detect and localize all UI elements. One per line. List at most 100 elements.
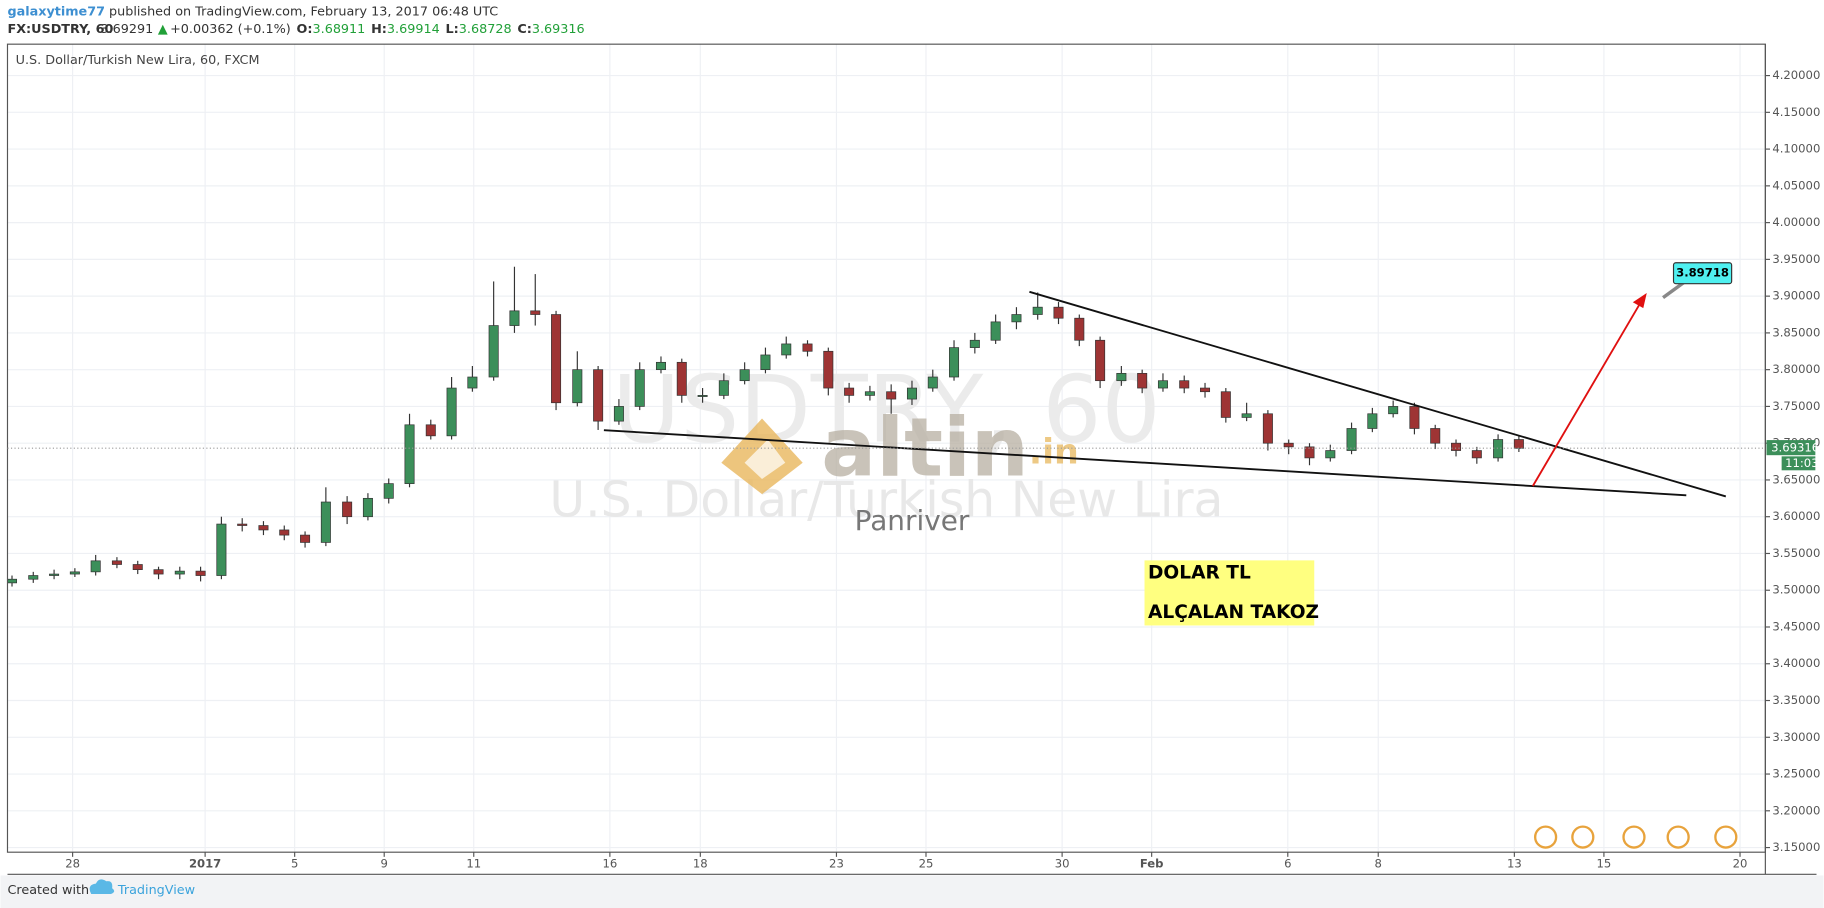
candle-body — [1095, 339, 1106, 382]
event-icon[interactable] — [1666, 825, 1690, 849]
candle-body — [551, 314, 562, 404]
logo-icon-inner — [744, 439, 786, 479]
candle-body — [844, 387, 855, 396]
event-icon[interactable] — [1533, 825, 1558, 849]
candle-body — [927, 376, 938, 389]
x-tick-label: 28 — [65, 856, 80, 870]
callout-box — [1672, 262, 1733, 285]
candle-body — [1116, 372, 1127, 382]
y-tick-label: 3.45000 — [1772, 619, 1820, 633]
y-tick-label: 3.55000 — [1772, 546, 1820, 560]
watermark: USDTRY, 60 U.S. Dollar/Turkish New Lira … — [549, 356, 1223, 537]
x-tick-label: 15 — [1597, 856, 1612, 870]
target-arrow — [1532, 299, 1643, 487]
y-tick-label: 3.95000 — [1772, 252, 1820, 266]
candle-body — [739, 369, 750, 382]
last-price-tag — [1766, 440, 1816, 456]
candle-body — [69, 571, 80, 575]
candle-body — [864, 391, 875, 396]
c-value: 3.69316 — [532, 22, 585, 37]
event-icon[interactable] — [1622, 825, 1646, 849]
candle-body — [216, 523, 227, 576]
event-icons — [1533, 825, 1738, 849]
y-tick-label: 3.85000 — [1772, 325, 1820, 339]
change: +0.00362 (+0.1%) — [170, 22, 291, 37]
x-tick-label: 11 — [466, 856, 481, 870]
last-price-label: 3.69316 — [1771, 441, 1819, 455]
candle-body — [613, 406, 624, 422]
candle-body — [195, 570, 206, 576]
y-tick-label: 3.80000 — [1772, 362, 1820, 376]
candle-body — [132, 564, 143, 570]
symbol-line: FX:USDTRY, 60 — [7, 22, 113, 37]
y-tick-label: 3.75000 — [1772, 399, 1820, 413]
candle-body — [1471, 450, 1482, 459]
candle-body — [1220, 391, 1231, 418]
candle-body — [1283, 442, 1294, 448]
y-tick-label: 4.15000 — [1772, 105, 1820, 119]
candle-body — [1430, 428, 1441, 444]
candle-body — [697, 395, 708, 397]
candle-body — [342, 501, 353, 518]
y-tick-label: 3.90000 — [1772, 289, 1820, 303]
candle-body — [1388, 406, 1399, 415]
event-icon[interactable] — [1714, 825, 1738, 849]
candle-body — [1179, 380, 1190, 389]
x-tick-label: 6 — [1284, 856, 1291, 870]
candle-body — [634, 369, 645, 407]
x-tick-label: 2017 — [189, 856, 221, 870]
y-tick-label: 4.20000 — [1772, 68, 1820, 82]
candle-body — [446, 387, 457, 437]
x-tick-label: Feb — [1140, 856, 1164, 870]
candle-body — [7, 578, 18, 584]
x-tick-label: 25 — [919, 856, 934, 870]
tradingview-cloud — [89, 879, 115, 895]
y-tick-label: 3.60000 — [1772, 509, 1820, 523]
x-tick-label: 18 — [693, 856, 708, 870]
candle-body — [906, 387, 917, 400]
y-tick-label: 3.40000 — [1772, 656, 1820, 670]
candle-body — [237, 523, 248, 526]
watermark-name: U.S. Dollar/Turkish New Lira — [549, 471, 1223, 528]
watermark-author: Panriver — [855, 504, 970, 537]
candle-body — [90, 560, 101, 573]
candle-body — [258, 525, 269, 531]
candle-body — [802, 343, 813, 352]
arrow-head — [1632, 292, 1647, 309]
candle-body — [1346, 428, 1357, 451]
candle-body — [404, 424, 415, 484]
x-tick-label: 23 — [829, 856, 844, 870]
x-tick-label: 9 — [381, 856, 388, 870]
candle-body — [760, 354, 771, 371]
y-tick-label: 3.65000 — [1772, 472, 1820, 486]
candle-body — [467, 376, 478, 389]
event-icon[interactable] — [1571, 825, 1595, 849]
y-tick-label: 4.10000 — [1772, 142, 1820, 156]
o-label: O: — [297, 22, 313, 37]
symbol: FX:USDTRY, 60 — [7, 22, 113, 37]
candle-body — [1137, 372, 1148, 389]
footer-bar — [0, 875, 1824, 908]
candle-body — [28, 575, 39, 580]
author[interactable]: galaxytime77 — [7, 4, 104, 19]
candle-body — [1157, 380, 1168, 389]
candle-body — [1325, 450, 1336, 459]
candle-body — [949, 347, 960, 378]
price: 3.69291 — [100, 22, 153, 37]
candle-body — [530, 310, 541, 315]
y-tick-label: 3.15000 — [1772, 840, 1820, 854]
y-tick-label: 4.00000 — [1772, 215, 1820, 229]
candle-body — [488, 325, 499, 378]
candle-body — [174, 570, 185, 575]
footer-brand[interactable]: TradingView — [117, 883, 195, 898]
candle-body — [1241, 413, 1252, 418]
candle-body — [1074, 317, 1085, 341]
callout-label: 3.89718 — [1676, 266, 1729, 280]
candle-body — [509, 310, 520, 326]
candle-body — [781, 343, 792, 356]
quote-line: 3.69291 ▲ +0.00362 (+0.1%) O:3.68911 H:3.699… — [100, 22, 584, 37]
countdown-tag — [1781, 456, 1816, 471]
x-tick-label: 20 — [1733, 856, 1748, 870]
